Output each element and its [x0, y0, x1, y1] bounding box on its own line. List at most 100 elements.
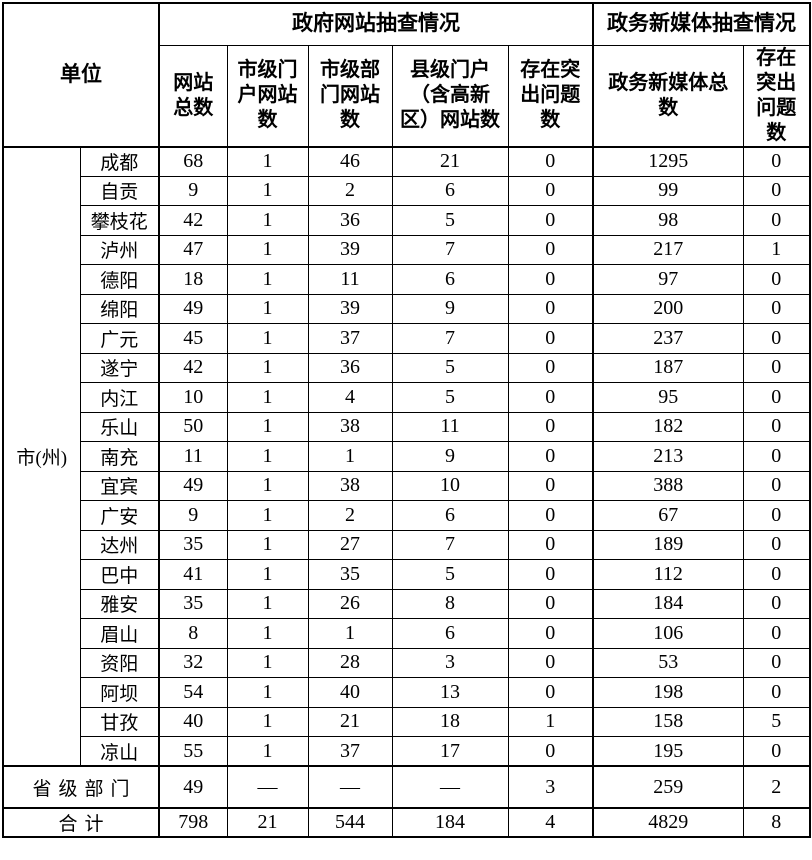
- table-row: 巴中 41 1 35 5 0 112 0: [3, 559, 811, 590]
- table-header: 单位 政府网站抽查情况 政务新媒体抽查情况 网站 总数 市级门 户网站 数 市级…: [2, 2, 811, 148]
- province-row-label: 省级部门: [2, 765, 160, 809]
- table-row: 广元 45 1 37 7 0 237 0: [3, 323, 811, 354]
- unit-header-cell: 单位: [2, 2, 160, 148]
- value-cell: —: [226, 765, 309, 809]
- value-cell: 0: [507, 264, 594, 295]
- value-cell: 259: [592, 765, 744, 809]
- value-cell: 28: [307, 647, 393, 678]
- value-cell: 0: [742, 500, 811, 531]
- city-name-cell: 达州: [79, 529, 160, 560]
- value-cell: 1: [742, 234, 811, 265]
- value-cell: 1: [226, 411, 309, 442]
- table-row: 内江 10 1 4 5 0 95 0: [3, 382, 811, 413]
- table-row: 南充 11 1 1 9 0 213 0: [3, 441, 811, 472]
- value-cell: 18: [391, 706, 509, 737]
- value-cell: 3: [507, 765, 594, 809]
- new-media-section-header: 政务新媒体抽查情况: [592, 2, 811, 46]
- value-cell: 0: [507, 441, 594, 472]
- value-cell: 11: [307, 264, 393, 295]
- summary-rows-body: 省级部门 49 — — — 3 259 2 合计 798 21 544 184 …: [2, 765, 811, 838]
- value-cell: 2: [307, 500, 393, 531]
- value-cell: 9: [158, 175, 228, 206]
- value-cell: 11: [391, 411, 509, 442]
- value-cell: 0: [507, 293, 594, 324]
- city-rows-body: 市(州) 成都 68 1 46 21 0 1295 0 自贡 9 1 2 6 0 99 0 攀枝花 42 1 36 5 0 9…: [2, 146, 811, 767]
- value-cell: 6: [391, 264, 509, 295]
- value-cell: 35: [307, 559, 393, 590]
- value-cell: 97: [592, 264, 744, 295]
- value-cell: 95: [592, 382, 744, 413]
- value-cell: 0: [507, 382, 594, 413]
- value-cell: 9: [391, 441, 509, 472]
- col-header-county-portal: 县级门户 （含高新 区）网站数: [391, 44, 509, 148]
- value-cell: 0: [742, 677, 811, 708]
- value-cell: 0: [742, 470, 811, 501]
- table-row: 自贡 9 1 2 6 0 99 0: [3, 175, 811, 206]
- table-row: 雅安 35 1 26 8 0 184 0: [3, 588, 811, 619]
- value-cell: 0: [742, 559, 811, 590]
- value-cell: 7: [391, 234, 509, 265]
- value-cell: —: [391, 765, 509, 809]
- header-row-1: 单位 政府网站抽查情况 政务新媒体抽查情况: [2, 2, 811, 148]
- value-cell: 36: [307, 352, 393, 383]
- value-cell: 49: [158, 293, 228, 324]
- city-name-cell: 乐山: [79, 411, 160, 442]
- value-cell: 1: [226, 647, 309, 678]
- value-cell: 0: [507, 647, 594, 678]
- value-cell: 8: [391, 588, 509, 619]
- value-cell: 0: [507, 500, 594, 531]
- value-cell: 1: [226, 736, 309, 767]
- table-row: 资阳 32 1 28 3 0 53 0: [3, 647, 811, 678]
- value-cell: 10: [158, 382, 228, 413]
- value-cell: 1: [226, 382, 309, 413]
- value-cell: 1: [507, 706, 594, 737]
- value-cell: 0: [742, 323, 811, 354]
- value-cell: 189: [592, 529, 744, 560]
- value-cell: 198: [592, 677, 744, 708]
- value-cell: 2: [742, 765, 811, 809]
- city-name-cell: 遂宁: [79, 352, 160, 383]
- table-row: 攀枝花 42 1 36 5 0 98 0: [3, 205, 811, 236]
- value-cell: 187: [592, 352, 744, 383]
- value-cell: 0: [507, 352, 594, 383]
- value-cell: 1295: [592, 146, 744, 177]
- row-group-label: 市(州): [2, 146, 81, 767]
- table-row: 德阳 18 1 11 6 0 97 0: [3, 264, 811, 295]
- table-row: 阿坝 54 1 40 13 0 198 0: [3, 677, 811, 708]
- value-cell: 50: [158, 411, 228, 442]
- city-name-cell: 资阳: [79, 647, 160, 678]
- value-cell: 0: [742, 647, 811, 678]
- value-cell: 0: [742, 529, 811, 560]
- value-cell: 112: [592, 559, 744, 590]
- city-name-cell: 南充: [79, 441, 160, 472]
- col-header-site-total: 网站 总数: [158, 44, 228, 148]
- value-cell: 544: [307, 807, 393, 838]
- value-cell: 0: [507, 677, 594, 708]
- value-cell: 0: [507, 588, 594, 619]
- value-cell: 1: [226, 618, 309, 649]
- col-header-media-issues: 存在 突出 问题 数: [742, 44, 811, 148]
- table-row: 绵阳 49 1 39 9 0 200 0: [3, 293, 811, 324]
- city-name-cell: 巴中: [79, 559, 160, 590]
- table-row: 宜宾 49 1 38 10 0 388 0: [3, 470, 811, 501]
- value-cell: 1: [226, 588, 309, 619]
- value-cell: 10: [391, 470, 509, 501]
- value-cell: 1: [226, 500, 309, 531]
- value-cell: 18: [158, 264, 228, 295]
- value-cell: 0: [507, 529, 594, 560]
- city-name-cell: 宜宾: [79, 470, 160, 501]
- value-cell: 0: [507, 175, 594, 206]
- value-cell: 49: [158, 765, 228, 809]
- value-cell: 9: [158, 500, 228, 531]
- col-header-media-total: 政务新媒体总 数: [592, 44, 744, 148]
- total-row-label: 合计: [2, 807, 160, 838]
- header-row-2: 网站 总数 市级门 户网站 数 市级部 门网站 数 县级门户 （含高新 区）网站…: [3, 44, 811, 148]
- value-cell: 0: [507, 470, 594, 501]
- value-cell: 35: [158, 588, 228, 619]
- table-row: 广安 9 1 2 6 0 67 0: [3, 500, 811, 531]
- value-cell: 38: [307, 470, 393, 501]
- value-cell: 13: [391, 677, 509, 708]
- value-cell: 7: [391, 529, 509, 560]
- table-row: 甘孜 40 1 21 18 1 158 5: [3, 706, 811, 737]
